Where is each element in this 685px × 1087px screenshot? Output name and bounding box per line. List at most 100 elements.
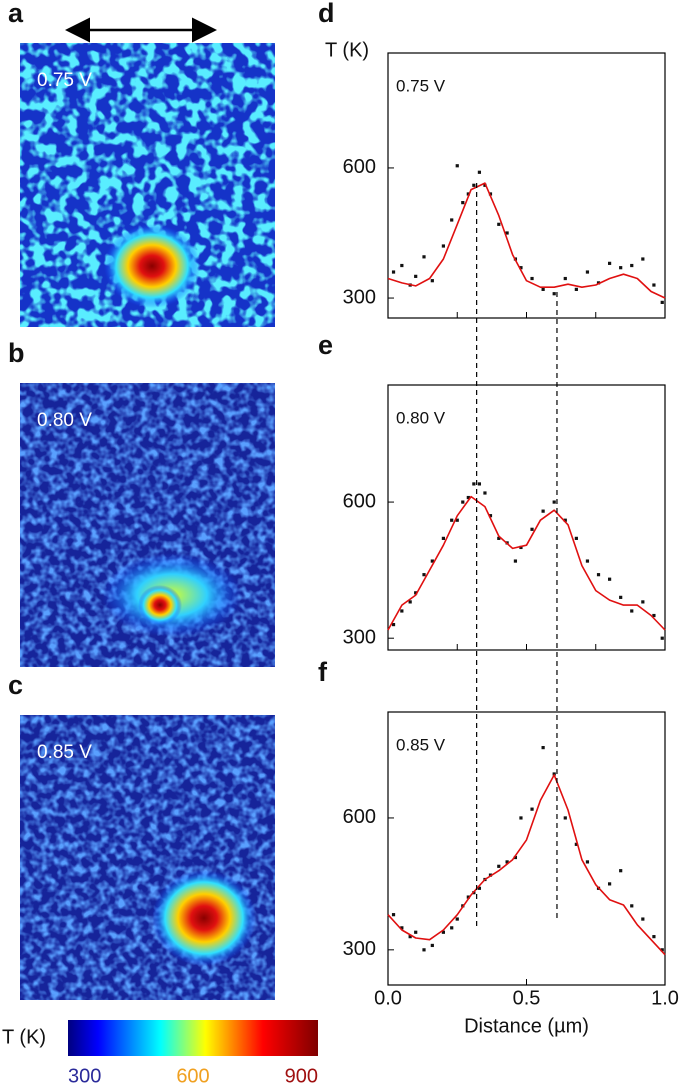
data-point (552, 500, 556, 504)
data-point (441, 536, 445, 540)
data-point (450, 926, 454, 930)
y-tick-label: 600 (343, 156, 376, 178)
data-point (619, 266, 623, 270)
data-point (574, 536, 578, 540)
data-point (455, 917, 459, 921)
fit-line (387, 182, 666, 299)
data-point (497, 536, 501, 540)
data-point (505, 860, 509, 864)
data-point (483, 491, 487, 495)
x-tick-label: 1.0 (651, 987, 679, 1009)
data-point (563, 276, 567, 281)
data-point (574, 287, 578, 291)
data-point (652, 283, 656, 287)
data-point (563, 518, 567, 522)
data-point (450, 518, 454, 522)
data-point (563, 816, 567, 820)
heatmap-c (20, 715, 275, 1000)
data-point (430, 279, 434, 283)
data-point (400, 263, 404, 268)
data-point (519, 266, 523, 270)
colorbar-tick-label: 600 (176, 1065, 209, 1087)
data-point (652, 613, 656, 618)
panel-letter: a (8, 0, 24, 28)
data-point (608, 882, 612, 886)
data-point (530, 276, 534, 281)
data-point (519, 816, 523, 820)
data-point (530, 527, 534, 531)
panel-letter: f (318, 657, 328, 687)
data-point (391, 913, 396, 917)
data-point (652, 935, 656, 939)
data-point (505, 231, 509, 235)
data-point (466, 192, 470, 196)
data-point (630, 609, 634, 613)
annotation: 0.75 V (396, 76, 446, 95)
y-tick-label: 600 (343, 806, 376, 828)
data-point (574, 842, 578, 846)
image-label: 0.75 V (37, 70, 92, 91)
data-point (513, 855, 518, 860)
data-point (641, 600, 645, 604)
panel-letter: b (8, 338, 25, 368)
data-point (400, 609, 404, 613)
data-point (461, 500, 465, 504)
fit-line (387, 774, 666, 956)
data-point (552, 772, 556, 776)
annotation: 0.80 V (396, 408, 446, 427)
data-point (422, 255, 426, 259)
data-point (541, 509, 545, 513)
heatmap-b (20, 383, 275, 667)
data-point (477, 886, 482, 890)
data-point (660, 636, 664, 640)
y-tick-label: 600 (343, 490, 376, 512)
data-point (497, 864, 501, 868)
data-point (472, 482, 476, 486)
y-tick-label: 300 (343, 938, 376, 960)
data-point (422, 573, 426, 577)
data-point (519, 545, 523, 550)
data-point (391, 622, 396, 627)
panel-letter: c (8, 670, 23, 700)
data-point (552, 292, 556, 296)
data-point (477, 482, 482, 486)
heatmap-a (20, 43, 275, 327)
colorbar-tick-label: 900 (285, 1065, 318, 1087)
data-point (408, 935, 412, 939)
data-point (630, 904, 634, 908)
data-point (608, 261, 612, 265)
data-point (414, 591, 418, 595)
data-point (461, 201, 465, 205)
data-point (530, 807, 534, 811)
data-point (641, 257, 645, 261)
data-point (441, 244, 445, 248)
colorbar (68, 1020, 318, 1056)
data-point (596, 573, 601, 577)
data-point (641, 917, 645, 921)
data-point (441, 930, 445, 934)
colorbar-tick-label: 300 (68, 1065, 101, 1087)
data-point (660, 948, 664, 952)
data-point (466, 895, 470, 899)
y-tick-label: 300 (343, 626, 376, 648)
data-point (408, 600, 412, 604)
data-point (513, 559, 518, 563)
data-point (483, 183, 487, 187)
y-axis-label: T (K) (325, 39, 369, 61)
data-point (466, 495, 470, 500)
data-point (619, 595, 623, 599)
panel-letter: e (318, 330, 333, 360)
data-point (541, 746, 545, 750)
panel-letter: d (318, 0, 335, 28)
data-point (497, 222, 501, 226)
data-point (488, 192, 493, 196)
data-point (455, 518, 459, 522)
data-point (477, 170, 482, 174)
data-point (630, 263, 634, 268)
fit-line (387, 495, 666, 631)
data-point (391, 270, 396, 274)
data-point (585, 559, 590, 563)
data-point (541, 287, 545, 291)
image-label: 0.80 V (37, 410, 92, 431)
